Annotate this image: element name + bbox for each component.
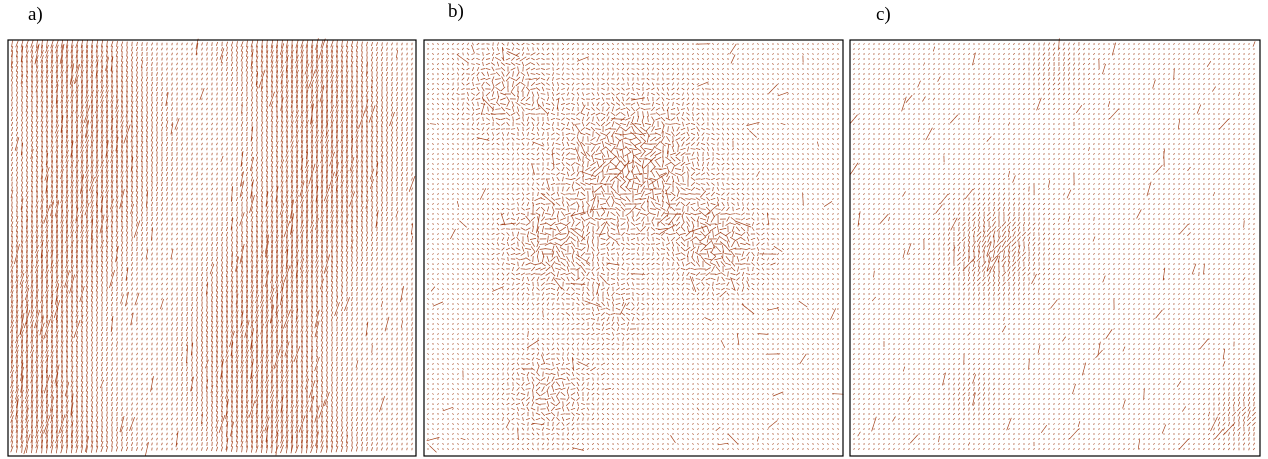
panel-label: b) bbox=[448, 1, 464, 22]
panel-label: c) bbox=[876, 4, 891, 25]
panel-frame bbox=[423, 39, 844, 457]
panel-frame bbox=[7, 39, 417, 457]
vector-field bbox=[10, 38, 416, 456]
panel-frame bbox=[849, 39, 1261, 457]
panel-label: a) bbox=[28, 4, 43, 25]
vector-field bbox=[849, 38, 1256, 451]
vector-fields bbox=[10, 38, 1256, 456]
vector-field bbox=[426, 42, 844, 453]
